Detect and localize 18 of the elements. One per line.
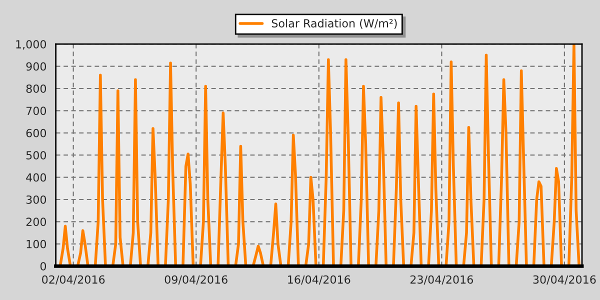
y-tick-label: 700 <box>26 106 46 116</box>
y-tick-label: 100 <box>26 240 46 248</box>
y-tick-label: 1,000 <box>16 40 46 50</box>
y-tick-label: 800 <box>26 84 46 93</box>
x-tick-label: 09/04/2016 <box>164 275 228 285</box>
x-tick-label: 23/04/2016 <box>410 275 473 285</box>
y-tick-label: 200 <box>26 218 46 226</box>
x-tick-label: 30/04/2016 <box>533 275 596 285</box>
legend-label: Solar Radiation (W/m²) <box>272 18 397 29</box>
line-series <box>58 44 580 266</box>
x-tick-label: 02/04/2016 <box>42 275 105 285</box>
y-tick-label: 0 <box>40 262 46 270</box>
y-tick-label: 900 <box>26 62 46 71</box>
y-tick-label: 300 <box>26 195 46 204</box>
x-tick-label: 16/04/2016 <box>288 275 350 285</box>
y-tick-label: 500 <box>26 151 46 160</box>
y-tick-label: 600 <box>26 128 46 138</box>
y-tick-label: 400 <box>26 173 46 182</box>
